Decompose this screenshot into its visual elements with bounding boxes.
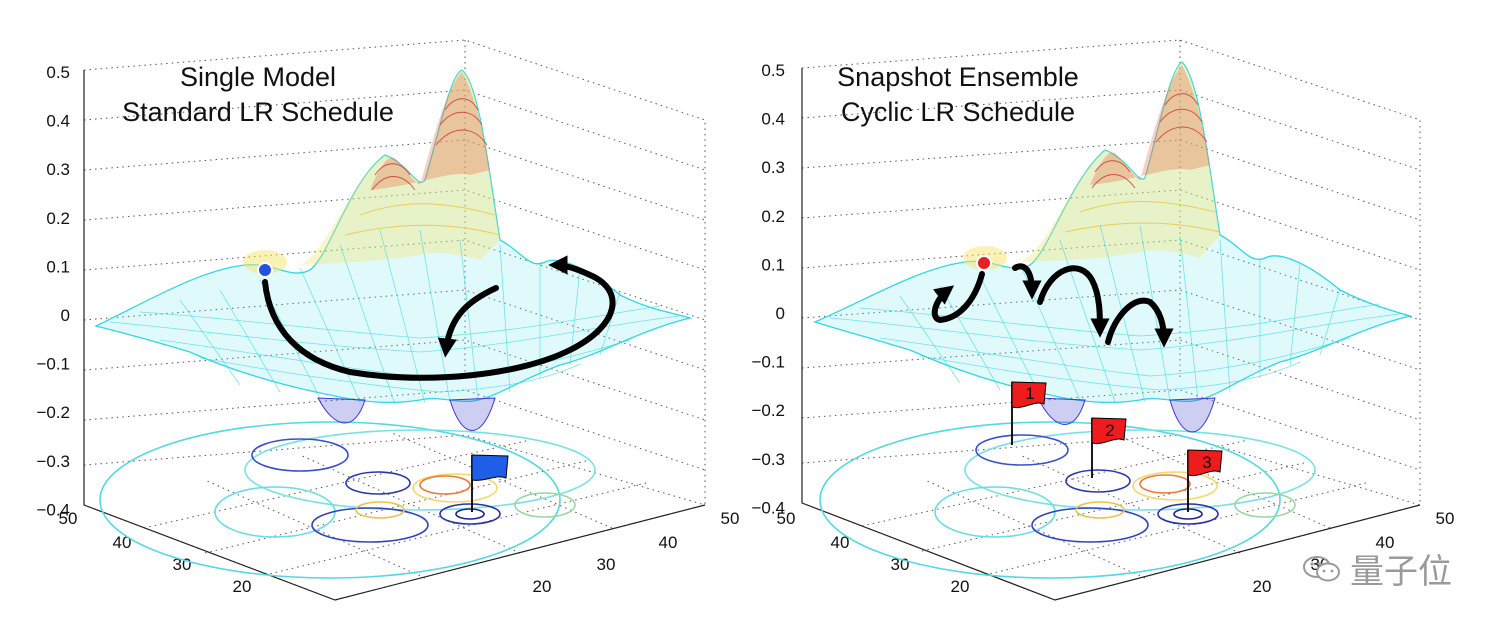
z-tick-label: 0.2 bbox=[761, 207, 785, 226]
flag-label: 2 bbox=[1105, 421, 1114, 440]
z-tick-label: 0 bbox=[61, 306, 70, 325]
panel-title-line2: Cyclic LR Schedule bbox=[841, 97, 1075, 127]
panel-title-line1: Single Model bbox=[180, 62, 336, 92]
x-tick-label: 20 bbox=[233, 577, 252, 596]
x-tick-label: 40 bbox=[113, 533, 132, 552]
z-tick-label: 0.5 bbox=[761, 61, 785, 80]
x-tick-label: 50 bbox=[59, 509, 78, 528]
x-tick-label: 20 bbox=[951, 577, 970, 596]
y-tick-label: 20 bbox=[533, 577, 552, 596]
y-tick-label: 50 bbox=[1436, 509, 1455, 528]
flag-marker: 3 bbox=[1187, 449, 1223, 512]
flag-icon bbox=[1011, 381, 1047, 409]
x-tick-label: 40 bbox=[831, 533, 850, 552]
path-arrow-4 bbox=[1105, 297, 1174, 348]
loss-surface-mesh bbox=[94, 69, 693, 431]
y-tick-label: 30 bbox=[597, 555, 616, 574]
path-arrow-3 bbox=[1037, 265, 1110, 338]
flag-marker: 2 bbox=[1091, 417, 1127, 478]
z-tick-label: −0.3 bbox=[751, 450, 785, 469]
axes bbox=[83, 70, 706, 601]
watermark: 量子位 bbox=[1302, 544, 1452, 593]
y-tick-label: 40 bbox=[659, 533, 678, 552]
y-tick-label: 50 bbox=[721, 509, 740, 528]
path-arrow-2 bbox=[1012, 263, 1042, 300]
z-tick-label: −0.1 bbox=[751, 353, 785, 372]
flag-icon bbox=[1187, 449, 1223, 477]
flag-marker: 1 bbox=[1011, 381, 1047, 445]
z-tick-label: −0.4 bbox=[36, 500, 70, 519]
x-tick-label: 30 bbox=[173, 555, 192, 574]
panel-single-model: 0.5 0.4 0.3 0.2 0.1 0 −0.1 −0.2 −0.3 −0.4 50 40 30 2… bbox=[36, 39, 740, 601]
start-point-marker bbox=[257, 262, 273, 278]
z-tick-label: −0.3 bbox=[36, 452, 70, 471]
flag-icon bbox=[471, 454, 509, 481]
minimum-flags bbox=[471, 454, 509, 512]
panel-snapshot-ensemble: 0.50.40.30.20.10−0.1−0.2−0.3−0.4 5040302… bbox=[751, 39, 1455, 601]
panel-title-line1: Snapshot Ensemble bbox=[837, 62, 1079, 92]
z-tick-label: 0.1 bbox=[46, 257, 70, 276]
z-tick-label: 0.4 bbox=[761, 110, 785, 129]
x-axis-ticks: 50 40 30 20 bbox=[59, 509, 252, 596]
path-arrow-1 bbox=[931, 271, 985, 324]
wechat-icon bbox=[1303, 555, 1340, 581]
y-axis-ticks: 50 40 30 20 bbox=[533, 509, 740, 596]
z-tick-label: −0.4 bbox=[751, 498, 785, 517]
z-tick-label: −0.2 bbox=[36, 403, 70, 422]
z-axis-ticks: 0.5 0.4 0.3 0.2 0.1 0 −0.1 −0.2 −0.3 −0.4 bbox=[751, 61, 785, 517]
path-arrow-main bbox=[262, 255, 616, 381]
axes bbox=[801, 68, 1421, 601]
contour-plot bbox=[99, 421, 596, 579]
z-tick-label: −0.1 bbox=[36, 355, 70, 374]
z-tick-label: 0.5 bbox=[46, 63, 70, 82]
path-arrow-drop bbox=[437, 285, 499, 358]
flag-marker bbox=[471, 454, 509, 512]
z-tick-label: 0.3 bbox=[46, 160, 70, 179]
z-tick-label: −0.2 bbox=[751, 401, 785, 420]
x-tick-label: 50 bbox=[777, 509, 796, 528]
flag-icon bbox=[1091, 417, 1127, 445]
minimum-flags: 1 2 3 bbox=[1011, 381, 1223, 512]
z-tick-label: 0.2 bbox=[46, 209, 70, 228]
y-tick-label: 20 bbox=[1253, 577, 1272, 596]
flag-label: 1 bbox=[1025, 384, 1034, 403]
panel-title-line2: Standard LR Schedule bbox=[122, 97, 394, 127]
y-tick-label: 40 bbox=[1376, 533, 1395, 552]
optimization-path bbox=[931, 263, 1174, 348]
z-tick-label: 0.1 bbox=[761, 255, 785, 274]
optimization-path bbox=[262, 255, 616, 381]
flag-label: 3 bbox=[1202, 453, 1211, 472]
start-point-marker bbox=[976, 255, 992, 271]
z-tick-label: 0.4 bbox=[46, 112, 70, 131]
z-tick-label: 0.3 bbox=[761, 158, 785, 177]
z-tick-label: 0 bbox=[776, 304, 785, 323]
z-axis-ticks: 0.5 0.4 0.3 0.2 0.1 0 −0.1 −0.2 −0.3 −0.4 bbox=[36, 63, 70, 519]
contour-plot bbox=[819, 421, 1316, 579]
watermark-text: 量子位 bbox=[1350, 553, 1452, 591]
